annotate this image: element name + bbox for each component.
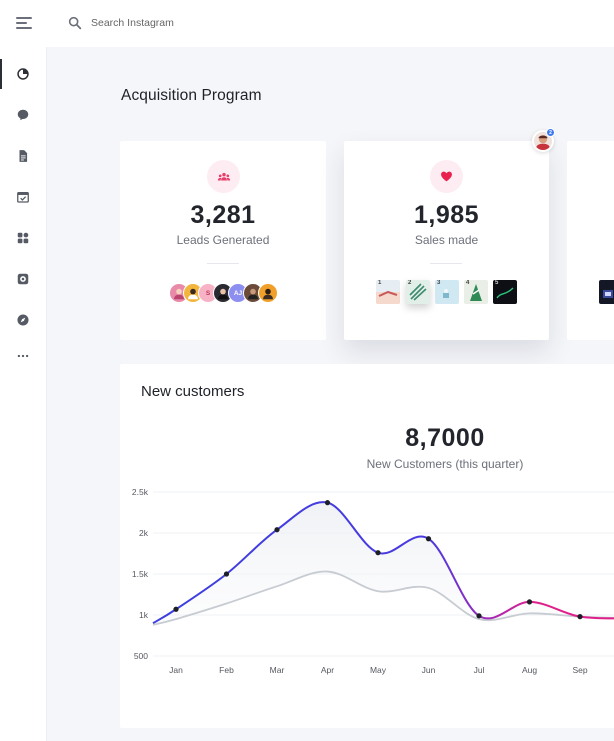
search-icon [68,16,82,30]
x-tick-label: Jul [474,665,485,675]
top-bar [0,0,614,47]
data-point[interactable] [173,606,179,612]
data-point[interactable] [375,550,381,556]
thumbnail-number: 5 [495,280,499,286]
sidebar-item-documents[interactable] [0,141,46,171]
more-icon [17,354,29,358]
data-point[interactable] [577,614,583,620]
data-point[interactable] [324,500,331,506]
sales-label: Sales made [414,233,479,247]
sidebar-item-media[interactable] [0,264,46,294]
compass-icon [17,314,29,326]
x-tick-label: Apr [321,665,334,675]
product-thumbnail[interactable]: 4 [464,280,488,304]
sidebar-item-messages[interactable] [0,100,46,130]
y-tick-label: 500 [134,651,148,661]
series-line-secondary [152,570,614,626]
thumbnail-number: 1 [378,280,382,286]
data-point[interactable] [425,536,432,542]
data-point[interactable] [274,527,280,533]
leads-card[interactable]: 3,281 Leads Generated S AJ [120,141,326,340]
area-fill [153,502,614,625]
heart-icon [441,171,452,182]
product-thumbnail[interactable]: 3 [435,280,459,304]
new-customers-value: 8,7000 [405,424,485,452]
disc-icon [17,273,29,285]
x-tick-label: Feb [219,665,234,675]
notification-badge: 2 [546,128,555,137]
calendar-check-icon [17,191,29,203]
y-tick-label: 2.5k [132,487,149,497]
menu-icon[interactable] [16,17,32,29]
sidebar-item-apps[interactable] [0,223,46,253]
thumbnail-number: 3 [437,280,441,286]
thumbnail-number: 2 [408,280,412,286]
document-icon [19,150,28,162]
x-tick-label: Aug [522,665,537,675]
sales-badge [430,160,463,193]
grid-icon [17,232,29,244]
thumbnail-number: 4 [466,280,470,286]
divider [430,263,462,264]
data-point[interactable] [223,571,230,577]
chart-pie-icon [17,68,29,80]
sales-value: 1,985 [413,201,480,229]
sidebar-item-explore[interactable] [0,305,46,335]
x-tick-label: Jan [169,665,183,675]
sidebar-item-dashboard[interactable] [0,59,46,89]
search-input[interactable] [91,14,291,32]
chart-title: New customers [141,383,245,400]
sales-card[interactable]: 1,985 Sales made 1 2 3 4 5 [344,141,549,340]
x-tick-label: Jun [422,665,436,675]
product-thumbnail[interactable]: 1 [376,280,400,304]
sidebar-item-calendar[interactable] [0,182,46,212]
sidebar-item-more[interactable] [0,341,46,371]
y-tick-label: 2k [139,528,149,538]
product-thumbnail[interactable]: 2 [406,280,430,304]
data-point[interactable] [476,613,482,619]
product-thumbnail[interactable]: 5 [493,280,517,304]
leads-value: 3,281 [190,201,256,229]
card-partial[interactable] [567,141,614,340]
chat-bubble-icon [17,109,29,121]
user-avatar[interactable] [532,130,554,152]
new-customers-card: New customers 8,7000 New Customers (this… [120,364,614,728]
users-icon [217,172,230,180]
y-tick-label: 1k [139,610,149,620]
leads-badge [207,160,240,193]
avatar[interactable] [258,283,278,303]
page-title: Acquisition Program [121,87,262,104]
leads-label: Leads Generated [176,233,270,247]
x-tick-label: Mar [270,665,285,675]
sidebar [0,47,47,741]
divider [207,263,239,264]
customers-line-chart: 2.5k 2k 1.5k 1k 500 Jan Feb Mar Apr May Jun Jul Aug… [132,487,614,675]
x-tick-label: May [370,665,387,675]
data-point[interactable] [526,599,533,605]
new-customers-label: New Customers (this quarter) [366,457,524,471]
product-thumbnail[interactable] [599,280,614,304]
y-tick-label: 1.5k [132,569,149,579]
x-tick-label: Sep [572,665,587,675]
